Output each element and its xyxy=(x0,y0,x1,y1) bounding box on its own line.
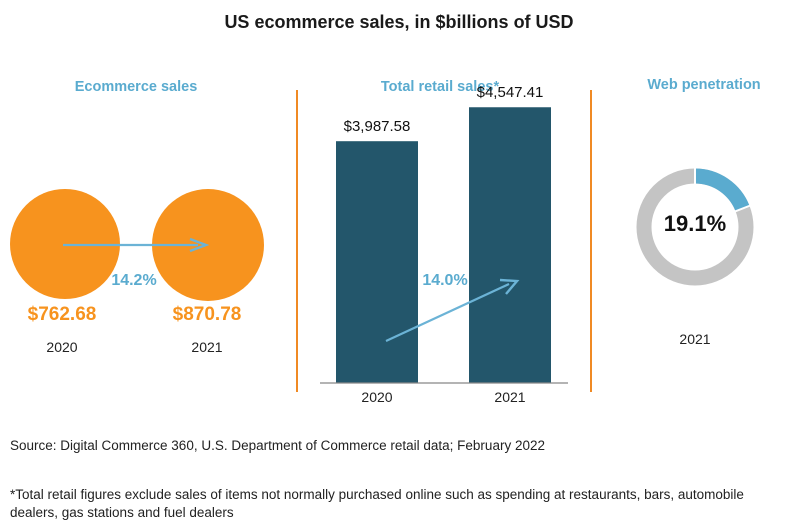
retail-year-2020: 2020 xyxy=(361,389,393,405)
ecommerce-year-2020: 2020 xyxy=(46,339,78,355)
retail-value-2021: $4,547.41 xyxy=(476,84,544,102)
retail-growth-arrow xyxy=(385,283,510,342)
web-panel-title: Web penetration xyxy=(647,77,761,93)
retail-value-2020: $3,987.58 xyxy=(343,118,411,136)
web-year-2021: 2021 xyxy=(679,331,711,347)
ecommerce-value-2020: $762.68 xyxy=(27,304,97,325)
retail-panel-title: Total retail sales* xyxy=(380,79,500,95)
retail-bar-2020 xyxy=(336,141,418,383)
panel-divider-right xyxy=(590,90,592,392)
ecommerce-year-2021: 2021 xyxy=(191,339,223,355)
chart-title: US ecommerce sales, in $billions of USD xyxy=(224,12,574,32)
footnote: *Total retail figures exclude sales of i… xyxy=(10,487,744,520)
ecommerce-growth-label: 14.2% xyxy=(111,272,157,289)
ecommerce-panel-title: Ecommerce sales xyxy=(74,79,198,95)
donut-center-label: 19.1% xyxy=(663,211,727,236)
retail-growth-arrowhead xyxy=(499,278,520,295)
source-note: Source: Digital Commerce 360, U.S. Depar… xyxy=(10,438,545,453)
retail-year-2021: 2021 xyxy=(494,389,526,405)
panel-divider-left xyxy=(296,90,298,392)
donut-slice-ecommerce xyxy=(694,168,750,212)
retail-bar-2021 xyxy=(469,107,551,383)
ecommerce-value-2021: $870.78 xyxy=(172,304,242,325)
retail-growth-label: 14.0% xyxy=(422,272,468,289)
